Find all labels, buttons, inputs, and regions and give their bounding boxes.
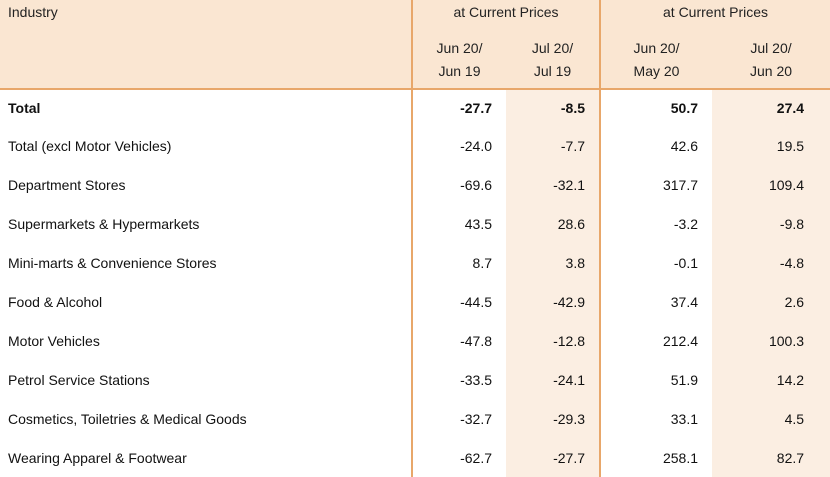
value-cell: -33.5	[411, 360, 506, 399]
industry-cell: Food & Alcohol	[8, 293, 103, 310]
value-cell: 43.5	[411, 204, 506, 243]
value-cell: -27.7	[411, 89, 506, 126]
value-cell: -32.7	[411, 399, 506, 438]
group-header-2: at Current Prices	[599, 0, 830, 35]
value-cell: -4.8	[712, 243, 830, 282]
value-cell: -24.1	[506, 360, 601, 399]
table-row: Supermarkets & Hypermarkets 43.5 28.6 -3…	[0, 204, 830, 243]
table-row: Total (excl Motor Vehicles) -24.0 -7.7 4…	[0, 126, 830, 165]
value-cell: -32.1	[506, 165, 601, 204]
value-cell: 82.7	[712, 438, 830, 477]
value-cell: -3.2	[599, 204, 713, 243]
column-header-line2: Jul 19	[533, 63, 572, 79]
value-cell: 14.2	[712, 360, 830, 399]
value-cell: -9.8	[712, 204, 830, 243]
column-header-jun20-jun19: Jun 20/ Jun 19	[411, 35, 506, 90]
table-row: Motor Vehicles -47.8 -12.8 212.4 100.3	[0, 321, 830, 360]
industry-cell: Cosmetics, Toiletries & Medical Goods	[8, 410, 247, 427]
industry-cell: Total	[8, 100, 41, 116]
value-cell: -42.9	[506, 282, 601, 321]
value-cell: 4.5	[712, 399, 830, 438]
value-cell: 212.4	[599, 321, 713, 360]
table-row: Food & Alcohol -44.5 -42.9 37.4 2.6	[0, 282, 830, 321]
value-cell: 258.1	[599, 438, 713, 477]
value-cell: -47.8	[411, 321, 506, 360]
value-cell: 33.1	[599, 399, 713, 438]
value-cell: -7.7	[506, 126, 601, 165]
value-cell: 2.6	[712, 282, 830, 321]
table-row: Wearing Apparel & Footwear -62.7 -27.7 2…	[0, 438, 830, 477]
value-cell: 3.8	[506, 243, 601, 282]
value-cell: -24.0	[411, 126, 506, 165]
value-cell: 19.5	[712, 126, 830, 165]
table-row: Mini-marts & Convenience Stores 8.7 3.8 …	[0, 243, 830, 282]
column-header-jun20-may20: Jun 20/ May 20	[599, 35, 713, 90]
column-header-line2: Jun 19	[438, 63, 481, 79]
value-cell: -27.7	[506, 438, 601, 477]
value-cell: 51.9	[599, 360, 713, 399]
table-header: Industry at Current Prices at Current Pr…	[0, 0, 830, 90]
column-header-jul20-jul19: Jul 20/ Jul 19	[506, 35, 601, 90]
value-cell: 317.7	[599, 165, 713, 204]
table-row: Department Stores -69.6 -32.1 317.7 109.…	[0, 165, 830, 204]
value-cell: 8.7	[411, 243, 506, 282]
value-cell: -8.5	[506, 89, 601, 126]
industry-cell: Wearing Apparel & Footwear	[8, 449, 187, 466]
value-cell: 42.6	[599, 126, 713, 165]
industry-cell: Motor Vehicles	[8, 332, 100, 349]
table-row: Petrol Service Stations -33.5 -24.1 51.9…	[0, 360, 830, 399]
industry-cell: Total (excl Motor Vehicles)	[8, 137, 172, 154]
column-header-line1: Jun 20/	[436, 40, 483, 56]
industry-cell: Department Stores	[8, 176, 126, 193]
value-cell: 50.7	[599, 89, 713, 126]
industry-column-header: Industry	[0, 0, 412, 90]
table-row: Total -27.7 -8.5 50.7 27.4	[0, 89, 830, 126]
value-cell: -0.1	[599, 243, 713, 282]
column-header-line1: Jul 20/	[531, 40, 574, 56]
industry-cell: Supermarkets & Hypermarkets	[8, 215, 200, 232]
value-cell: -12.8	[506, 321, 601, 360]
value-cell: 109.4	[712, 165, 830, 204]
table-body: Total -27.7 -8.5 50.7 27.4 Total (excl M…	[0, 89, 830, 477]
value-cell: 37.4	[599, 282, 713, 321]
column-header-line2: Jun 20	[750, 63, 793, 79]
industry-cell: Mini-marts & Convenience Stores	[8, 254, 217, 271]
value-cell: 100.3	[712, 321, 830, 360]
value-cell: 28.6	[506, 204, 601, 243]
value-cell: -69.6	[411, 165, 506, 204]
value-cell: 27.4	[712, 89, 830, 126]
column-header-line1: Jul 20/	[750, 40, 792, 56]
table-row: Cosmetics, Toiletries & Medical Goods -3…	[0, 399, 830, 438]
column-header-line1: Jun 20/	[633, 40, 680, 56]
column-header-jul20-jun20: Jul 20/ Jun 20	[712, 35, 830, 90]
value-cell: -29.3	[506, 399, 601, 438]
value-cell: -44.5	[411, 282, 506, 321]
value-cell: -62.7	[411, 438, 506, 477]
industry-cell: Petrol Service Stations	[8, 371, 150, 388]
column-header-line2: May 20	[633, 63, 680, 79]
group-header-1: at Current Prices	[410, 0, 601, 35]
